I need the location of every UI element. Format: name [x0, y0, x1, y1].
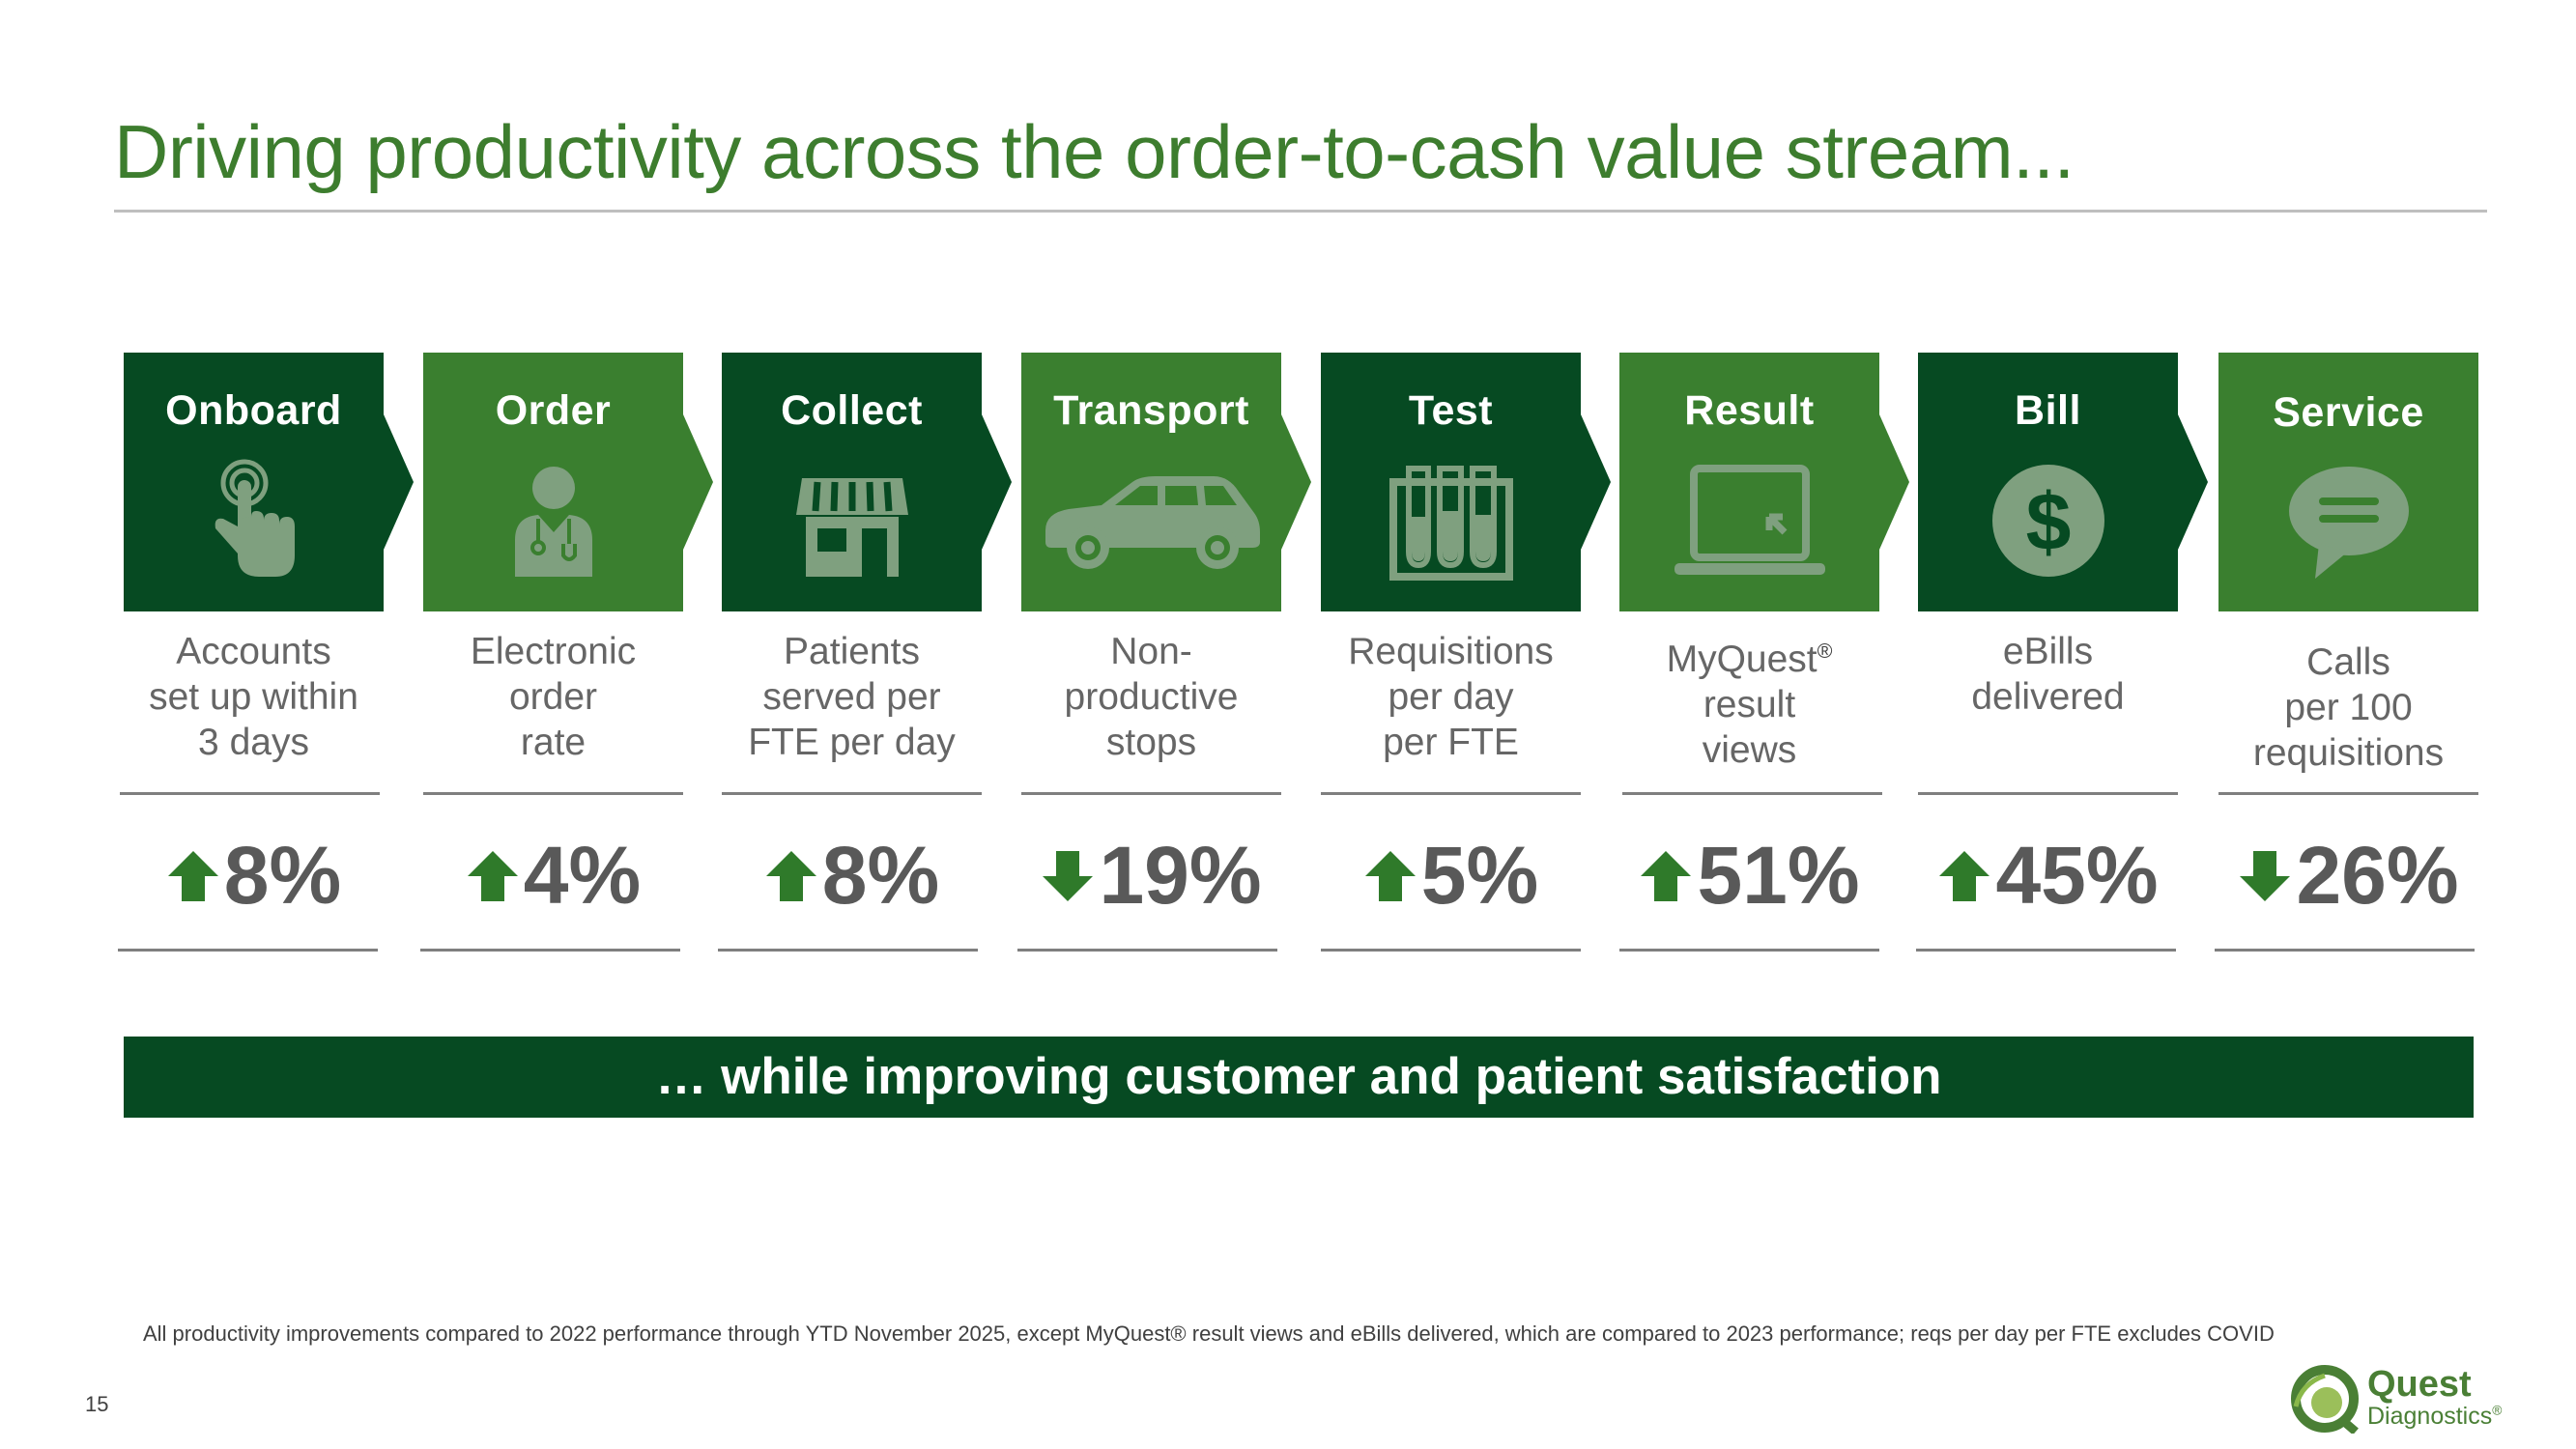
divider: [1622, 792, 1882, 795]
stage-test: Test: [1321, 353, 1611, 611]
metric: 8%: [722, 829, 982, 928]
test-tubes-icon: [1384, 459, 1519, 589]
stage-box: Service: [2218, 353, 2478, 611]
touch-hand-icon: [206, 459, 302, 589]
divider: [1918, 792, 2178, 795]
storefront-icon: [794, 459, 910, 589]
stage-label: Order: [495, 387, 612, 434]
stage-order: Order: [423, 353, 713, 611]
divider: [2215, 949, 2475, 952]
stage-description: Electronic order rate: [470, 631, 637, 763]
stage-description: Accounts set up within 3 days: [149, 631, 358, 763]
divider: [718, 949, 978, 952]
divider: [2218, 792, 2478, 795]
arrow-up-icon: [466, 829, 520, 923]
stage-box: Order: [423, 353, 713, 611]
metric: 26%: [2218, 829, 2478, 928]
arrow-up-icon: [1363, 829, 1417, 923]
quest-logo-icon: [2288, 1364, 2361, 1438]
page-title: Driving productivity across the order-to…: [114, 109, 2075, 194]
stage-description: Requisitions per day per FTE: [1348, 631, 1554, 763]
stage-transport: Transport: [1021, 353, 1311, 611]
divider: [1321, 949, 1581, 952]
stage-description: eBills delivered: [1971, 631, 2125, 718]
stage-label: Collect: [781, 387, 923, 434]
divider: [120, 792, 380, 795]
doctor-icon: [505, 459, 602, 589]
stage-description: MyQuest® result views: [1666, 639, 1833, 771]
stage-box: Onboard: [124, 353, 414, 611]
page-number: 15: [85, 1392, 109, 1416]
stage-label: Test: [1408, 387, 1494, 434]
stage-box: Transport: [1021, 353, 1311, 611]
logo-wordmark: Quest: [2367, 1364, 2472, 1405]
arrow-up-icon: [1937, 829, 1991, 923]
divider: [118, 949, 378, 952]
arrow-up-icon: [1639, 829, 1693, 923]
divider: [1619, 949, 1879, 952]
stage-description: Non- productive stops: [1064, 631, 1239, 763]
dollar-icon: $: [1990, 459, 2106, 589]
stage-onboard: Onboard: [124, 353, 414, 611]
laptop-icon: [1671, 459, 1829, 589]
divider: [722, 792, 982, 795]
stage-description: Patients served per FTE per day: [748, 631, 956, 763]
car-icon: [1040, 467, 1264, 578]
stage-box: Result: [1619, 353, 1909, 611]
stage-label: Service: [2273, 389, 2424, 436]
stage-box: Test: [1321, 353, 1611, 611]
divider: [1017, 949, 1277, 952]
stage-service: Service: [2218, 353, 2478, 611]
arrow-down-icon: [2238, 829, 2292, 923]
stage-label: Transport: [1053, 387, 1249, 434]
stage-description: Calls per 100 requisitions: [2252, 641, 2445, 774]
stage-label: Onboard: [165, 387, 342, 434]
stage-label: Bill: [2015, 387, 2081, 434]
quest-diagnostics-logo: Quest Diagnostics®: [2288, 1364, 2503, 1435]
footnote: All productivity improvements compared t…: [143, 1321, 2275, 1346]
arrow-down-icon: [1041, 829, 1095, 923]
stage-label: Result: [1684, 387, 1815, 434]
divider: [420, 949, 680, 952]
divider: [1321, 792, 1581, 795]
chat-bubble-icon: [2286, 459, 2412, 589]
metric: 4%: [423, 829, 683, 928]
metric: 5%: [1321, 829, 1581, 928]
arrow-up-icon: [166, 829, 220, 923]
title-divider: [114, 210, 2487, 213]
stage-box: Collect: [722, 353, 1012, 611]
stage-bill: Bill $: [1918, 353, 2208, 611]
divider: [423, 792, 683, 795]
metric: 19%: [1021, 829, 1281, 928]
metric: 51%: [1619, 829, 1879, 928]
metric: 8%: [124, 829, 384, 928]
satisfaction-banner: … while improving customer and patient s…: [124, 1037, 2474, 1118]
metric: 45%: [1918, 829, 2178, 928]
logo-subtitle: Diagnostics®: [2367, 1403, 2503, 1430]
divider: [1916, 949, 2176, 952]
stage-collect: Collect: [722, 353, 1012, 611]
divider: [1021, 792, 1281, 795]
arrow-up-icon: [764, 829, 818, 923]
stage-result: Result: [1619, 353, 1909, 611]
stage-box: Bill $: [1918, 353, 2208, 611]
svg-text:$: $: [2025, 476, 2071, 567]
